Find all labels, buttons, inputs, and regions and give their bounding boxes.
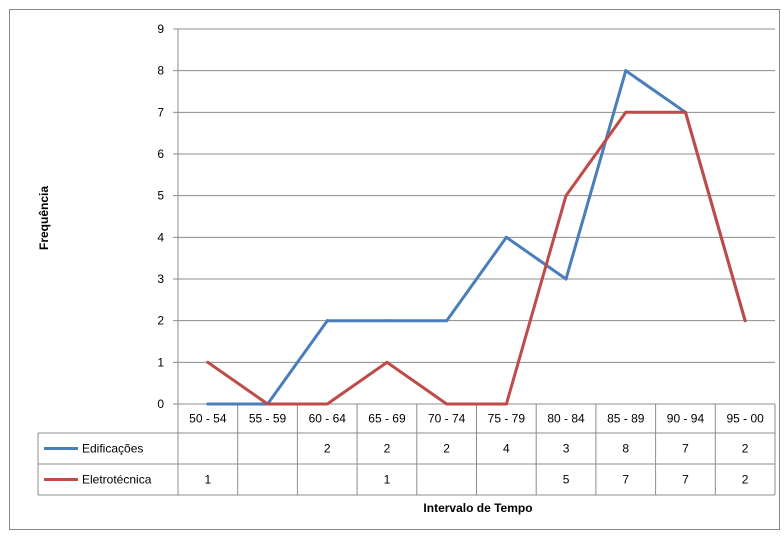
table-cell-value: 1 bbox=[384, 473, 391, 487]
data-point bbox=[266, 402, 270, 406]
series-lines bbox=[206, 69, 747, 406]
data-point bbox=[504, 402, 508, 406]
table-cell-value: 2 bbox=[443, 442, 450, 456]
legend-label: Eletrotécnica bbox=[82, 473, 152, 487]
x-category-label: 65 - 69 bbox=[368, 412, 406, 426]
data-point bbox=[683, 110, 687, 114]
legend-label: Edificações bbox=[82, 442, 143, 456]
table-cell-value: 7 bbox=[622, 473, 629, 487]
y-tick-label: 2 bbox=[157, 314, 164, 328]
y-axis-ticks: 0 1 2 3 4 5 6 7 8 9 bbox=[157, 22, 164, 411]
y-tick-label: 1 bbox=[157, 355, 164, 369]
data-point bbox=[624, 110, 628, 114]
y-tick-label: 5 bbox=[157, 189, 164, 203]
x-category-label: 50 - 54 bbox=[189, 412, 227, 426]
y-tick-label: 7 bbox=[157, 105, 164, 119]
y-tick-label: 4 bbox=[157, 230, 164, 244]
data-point bbox=[385, 319, 389, 323]
table-cell-value: 3 bbox=[563, 442, 570, 456]
data-point bbox=[445, 319, 449, 323]
data-point bbox=[206, 402, 210, 406]
data-point bbox=[206, 360, 210, 364]
data-point bbox=[743, 319, 747, 323]
x-category-label: 85 - 89 bbox=[607, 412, 645, 426]
x-category-label: 90 - 94 bbox=[667, 412, 705, 426]
x-category-label: 70 - 74 bbox=[428, 412, 466, 426]
table-cell-value: 4 bbox=[503, 442, 510, 456]
table-cell-value: 2 bbox=[324, 442, 331, 456]
table-cell-value: 7 bbox=[682, 473, 689, 487]
data-point bbox=[504, 235, 508, 239]
table-cell-value: 1 bbox=[205, 473, 212, 487]
y-tick-label: 6 bbox=[157, 147, 164, 161]
x-category-label: 55 - 59 bbox=[249, 412, 287, 426]
data-point bbox=[624, 69, 628, 73]
series-line-2 bbox=[206, 110, 747, 406]
data-point bbox=[325, 319, 329, 323]
table-cell-value: 7 bbox=[682, 442, 689, 456]
table-cell-value: 2 bbox=[742, 473, 749, 487]
table-cell-value: 2 bbox=[742, 442, 749, 456]
data-point bbox=[325, 402, 329, 406]
table-cell-value: 8 bbox=[622, 442, 629, 456]
x-category-label: 75 - 79 bbox=[488, 412, 526, 426]
y-tick-label: 8 bbox=[157, 64, 164, 78]
table-cell-value: 2 bbox=[384, 442, 391, 456]
x-axis-title: Intervalo de Tempo bbox=[423, 501, 532, 515]
x-category-label: 60 - 64 bbox=[309, 412, 347, 426]
y-axis-title: Frequência bbox=[37, 186, 51, 250]
y-tick-label: 9 bbox=[157, 22, 164, 36]
series-line-1 bbox=[206, 69, 747, 406]
y-tick-label: 3 bbox=[157, 272, 164, 286]
data-point bbox=[385, 360, 389, 364]
chart-border bbox=[9, 9, 780, 530]
data-point bbox=[564, 277, 568, 281]
x-category-label: 80 - 84 bbox=[547, 412, 585, 426]
data-point bbox=[445, 402, 449, 406]
x-category-label: 95 - 00 bbox=[726, 412, 764, 426]
table-cell-value: 5 bbox=[563, 473, 570, 487]
y-tick-label: 0 bbox=[157, 397, 164, 411]
data-point bbox=[564, 194, 568, 198]
